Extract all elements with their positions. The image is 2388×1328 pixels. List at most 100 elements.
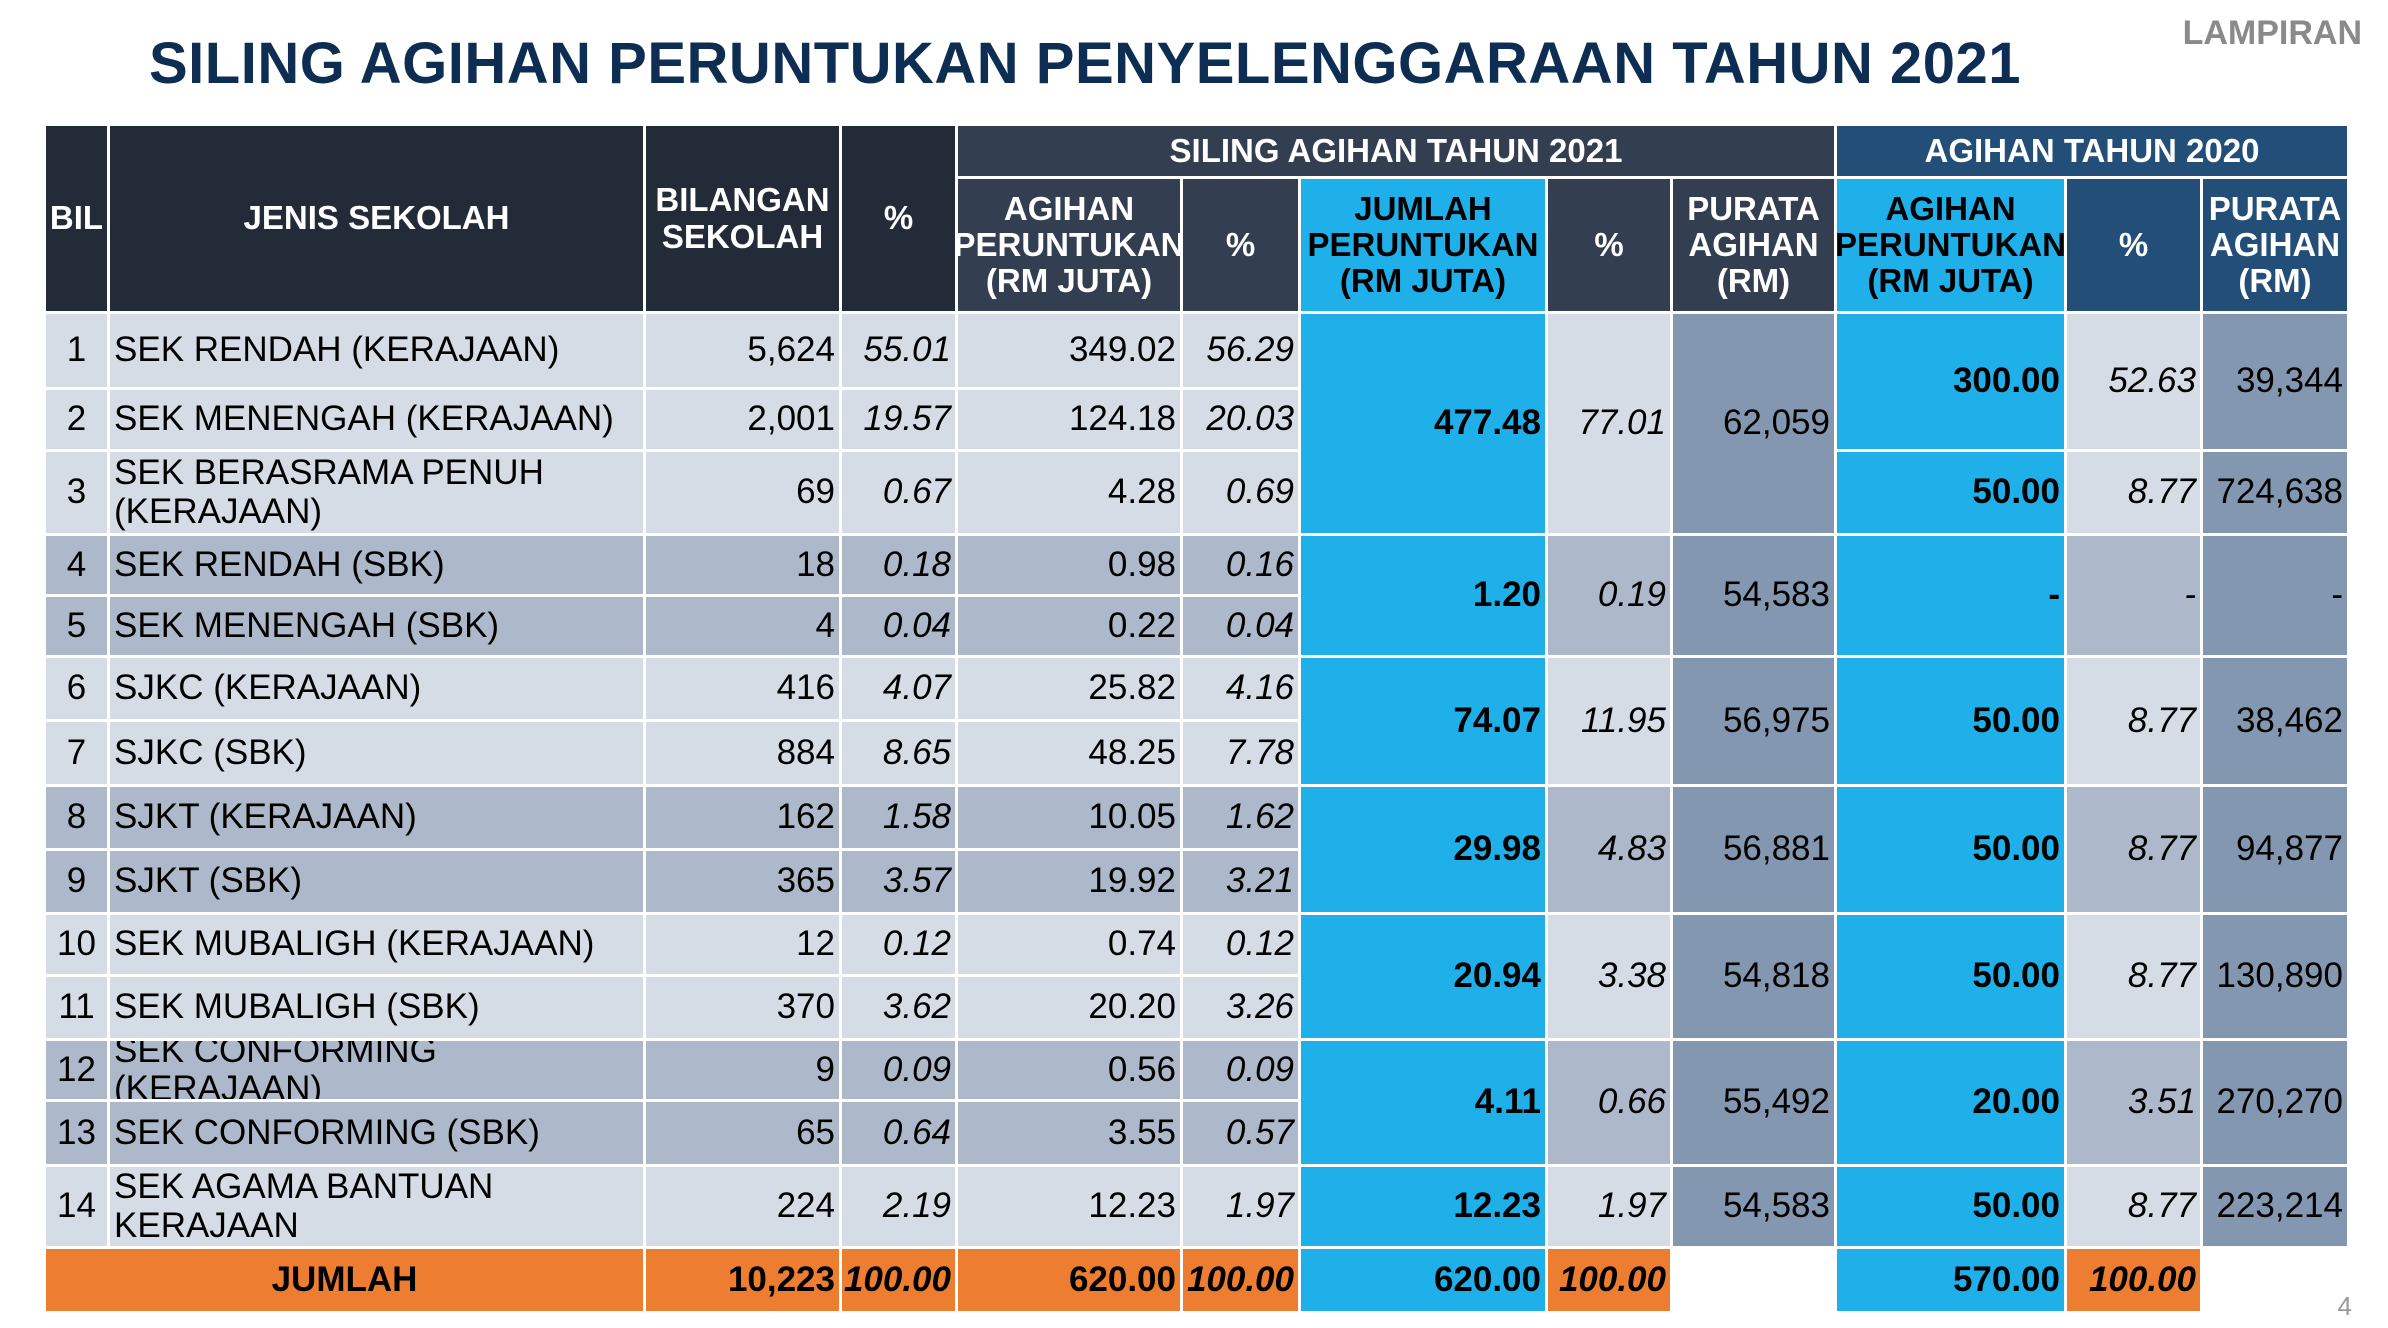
row-jenis-sekolah: SJKC (SBK): [110, 722, 643, 784]
row-bilangan-sekolah: 224: [646, 1167, 839, 1246]
row-bil: 7: [46, 722, 107, 784]
row-jenis-sekolah: SEK CONFORMING (SBK): [110, 1102, 643, 1164]
row-pct: 55.01: [842, 314, 955, 387]
row-pct: 0.04: [842, 597, 955, 655]
row-bil: 14: [46, 1167, 107, 1246]
row-jenis-sekolah: SEK MENENGAH (SBK): [110, 597, 643, 655]
allocation-table: BIL JENIS SEKOLAH BILANGAN SEKOLAH% SILING …: [46, 126, 2347, 1311]
group-pct-2020: 8.77: [2067, 787, 2200, 912]
total-label: JUMLAH: [46, 1249, 643, 1311]
group-jumlah-pct: 3.38: [1548, 915, 1670, 1038]
row-bilangan-sekolah: 18: [646, 536, 839, 594]
row-agihan-peruntukan: 124.18: [958, 390, 1180, 449]
total-purata-empty: [1673, 1249, 1834, 1311]
group-agihan-2020: 20.00: [1837, 1041, 2064, 1164]
row-agihan-pct: 0.69: [1183, 452, 1298, 533]
row-agihan-peruntukan: 349.02: [958, 314, 1180, 387]
group-jumlah-peruntukan: 1.20: [1301, 536, 1545, 655]
row-jenis-sekolah: SJKC (KERAJAAN): [110, 658, 643, 719]
group-purata-2020: 223,214: [2203, 1167, 2347, 1246]
row-agihan-peruntukan: 19.92: [958, 851, 1180, 912]
row-agihan-peruntukan: 0.98: [958, 536, 1180, 594]
row-pct: 0.64: [842, 1102, 955, 1164]
group-pct-2020: 8.77: [2067, 915, 2200, 1038]
group-purata-agihan: 54,583: [1673, 1167, 1834, 1246]
row-agihan-pct: 7.78: [1183, 722, 1298, 784]
total-jumlah-pct: 100.00: [1548, 1249, 1670, 1311]
group-jumlah-pct: 4.83: [1548, 787, 1670, 912]
row-agihan-pct: 56.29: [1183, 314, 1298, 387]
header-agihan-pct: %: [1183, 179, 1298, 311]
group-purata-2020: 130,890: [2203, 915, 2347, 1038]
group-purata-agihan: 56,975: [1673, 658, 1834, 784]
row-bilangan-sekolah: 9: [646, 1041, 839, 1099]
row-agihan-pct: 1.97: [1183, 1167, 1298, 1246]
row-bil: 10: [46, 915, 107, 974]
row-agihan-peruntukan: 12.23: [958, 1167, 1180, 1246]
row-agihan-pct: 0.16: [1183, 536, 1298, 594]
row-jenis-sekolah: SEK MUBALIGH (SBK): [110, 977, 643, 1038]
group-agihan-2020: -: [1837, 536, 2064, 655]
row-jenis-sekolah: SEK RENDAH (SBK): [110, 536, 643, 594]
row-bil: 3: [46, 452, 107, 533]
row-agihan-peruntukan: 4.28: [958, 452, 1180, 533]
group-purata-2020: 94,877: [2203, 787, 2347, 912]
group-agihan-2020: 300.00: [1837, 314, 2064, 449]
group-jumlah-pct: 1.97: [1548, 1167, 1670, 1246]
header-siling-2021: SILING AGIHAN TAHUN 2021: [958, 126, 1834, 176]
group-jumlah-pct: 11.95: [1548, 658, 1670, 784]
group-jumlah-pct: 0.19: [1548, 536, 1670, 655]
group-jumlah-peruntukan: 4.11: [1301, 1041, 1545, 1164]
row-bil: 8: [46, 787, 107, 848]
row-jenis-sekolah: SEK RENDAH (KERAJAAN): [110, 314, 643, 387]
group-purata-2020: 38,462: [2203, 658, 2347, 784]
row-pct: 2.19: [842, 1167, 955, 1246]
row-pct: 3.62: [842, 977, 955, 1038]
row-agihan-pct: 3.26: [1183, 977, 1298, 1038]
group-purata-agihan: 55,492: [1673, 1041, 1834, 1164]
row-agihan-pct: 0.57: [1183, 1102, 1298, 1164]
row-pct: 0.12: [842, 915, 955, 974]
row-agihan-peruntukan: 20.20: [958, 977, 1180, 1038]
group-pct-2020: 52.63: [2067, 314, 2200, 449]
row-bil: 4: [46, 536, 107, 594]
group-agihan-2020: 50.00: [1837, 1167, 2064, 1246]
row-jenis-sekolah: SEK BERASRAMA PENUH (KERAJAAN): [110, 452, 643, 533]
row-pct: 19.57: [842, 390, 955, 449]
group-purata-agihan: 54,583: [1673, 536, 1834, 655]
row-pct: 0.09: [842, 1041, 955, 1099]
header-jenis-sekolah: JENIS SEKOLAH: [110, 126, 643, 311]
row-bilangan-sekolah: 65: [646, 1102, 839, 1164]
header-purata-agihan-2020: PURATA AGIHAN (RM): [2203, 179, 2347, 311]
group-purata-2020: -: [2203, 536, 2347, 655]
row-bil: 1: [46, 314, 107, 387]
row-agihan-peruntukan: 0.74: [958, 915, 1180, 974]
row-agihan-pct: 20.03: [1183, 390, 1298, 449]
group-pct-2020: 8.77: [2067, 1167, 2200, 1246]
row-jenis-sekolah: SJKT (SBK): [110, 851, 643, 912]
row-bil: 12: [46, 1041, 107, 1099]
row-jenis-sekolah: SEK CONFORMING (KERAJAAN): [110, 1041, 643, 1099]
row-pct: 1.58: [842, 787, 955, 848]
header-jumlah-peruntukan: JUMLAH PERUNTUKAN (RM JUTA): [1301, 179, 1545, 311]
row-bilangan-sekolah: 69: [646, 452, 839, 533]
page-number: 4: [2337, 1291, 2352, 1321]
row-pct: 4.07: [842, 658, 955, 719]
row-jenis-sekolah: SJKT (KERAJAAN): [110, 787, 643, 848]
row-agihan-pct: 4.16: [1183, 658, 1298, 719]
total-jumlah: 620.00: [1301, 1249, 1545, 1311]
row-bilangan-sekolah: 884: [646, 722, 839, 784]
row-agihan-peruntukan: 0.22: [958, 597, 1180, 655]
total-pct-2020: 100.00: [2067, 1249, 2200, 1311]
row-bilangan-sekolah: 12: [646, 915, 839, 974]
row-jenis-sekolah: SEK MENENGAH (KERAJAAN): [110, 390, 643, 449]
row-bil: 2: [46, 390, 107, 449]
row-bil: 11: [46, 977, 107, 1038]
row-pct: 8.65: [842, 722, 955, 784]
group-purata-2020: 39,344: [2203, 314, 2347, 449]
page-title: SILING AGIHAN PERUNTUKAN PENYELENGGARAAN…: [148, 31, 2021, 96]
header-pct: %: [842, 126, 955, 311]
group-agihan-2020: 50.00: [1837, 658, 2064, 784]
row-bilangan-sekolah: 416: [646, 658, 839, 719]
row-bilangan-sekolah: 5,624: [646, 314, 839, 387]
